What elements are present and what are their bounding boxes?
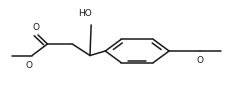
Text: O: O bbox=[26, 61, 33, 70]
Text: O: O bbox=[196, 56, 203, 65]
Text: HO: HO bbox=[78, 9, 92, 18]
Text: O: O bbox=[33, 23, 40, 32]
